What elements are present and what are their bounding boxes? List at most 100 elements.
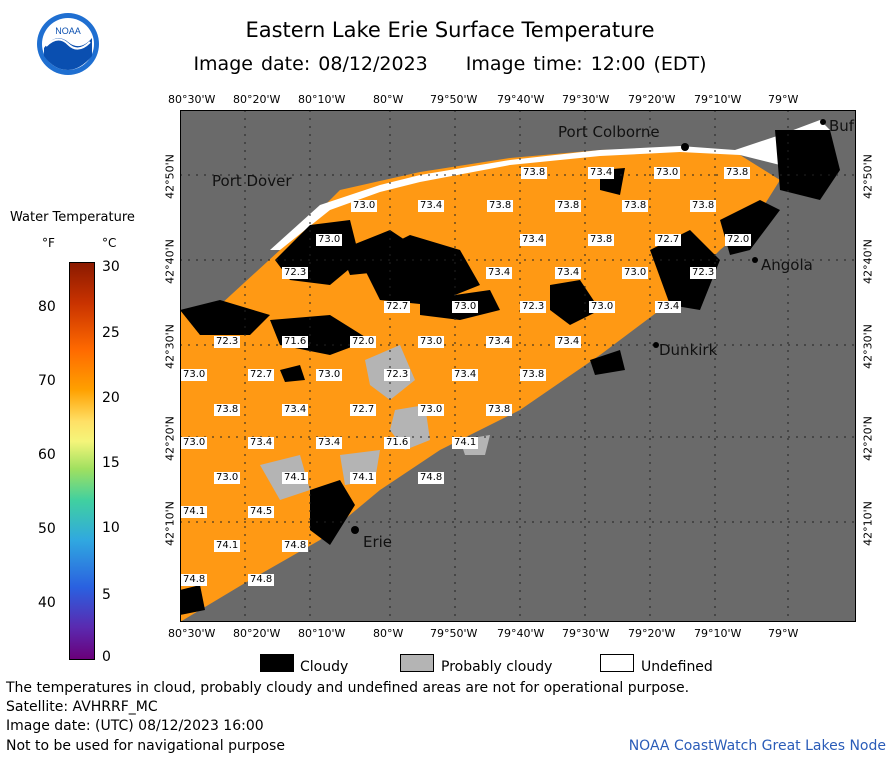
temp-label: 73.8 (521, 167, 548, 179)
temp-label: 73.0 (181, 369, 208, 381)
temp-label: 72.0 (725, 234, 752, 246)
temp-label: 74.8 (418, 472, 445, 484)
footer-note: The temperatures in cloud, probably clou… (6, 680, 690, 696)
f-tick: 50 (38, 521, 56, 537)
temp-label: 72.7 (248, 369, 275, 381)
lon-label: 79°W (768, 93, 799, 106)
temp-label: 73.0 (418, 336, 445, 348)
image-date-time: Image date: 08/12/2023 Image time: 12:00 … (150, 53, 750, 75)
c-tick: 25 (102, 325, 120, 341)
temp-label: 72.3 (384, 369, 411, 381)
footer-utc-date: Image date: (UTC) 08/12/2023 16:00 (6, 718, 264, 734)
city-label-port-dover: Port Dover (212, 172, 292, 190)
temp-label: 73.8 (724, 167, 751, 179)
lon-label: 80°30'W (168, 627, 216, 640)
temp-label: 73.0 (452, 301, 479, 313)
temp-label: 73.8 (588, 234, 615, 246)
temp-label: 72.3 (520, 301, 547, 313)
city-label-buffalo: Buf (829, 117, 855, 135)
temp-label: 74.5 (248, 506, 275, 518)
f-tick: 70 (38, 373, 56, 389)
lat-label: 42°30'N (861, 324, 875, 369)
footer-credit: NOAA CoastWatch Great Lakes Node (628, 738, 886, 754)
unit-fahrenheit: °F (42, 236, 55, 250)
colorbar-title: Water Temperature (10, 210, 135, 225)
temp-label: 74.1 (452, 437, 479, 449)
temp-label: 73.4 (418, 200, 445, 212)
lon-label: 79°40'W (497, 93, 545, 106)
temp-label: 74.1 (350, 472, 377, 484)
legend-label-undefined: Undefined (641, 659, 713, 675)
city-label-dunkirk: Dunkirk (659, 341, 718, 359)
temp-label: 72.7 (350, 404, 377, 416)
temp-label: 73.0 (622, 267, 649, 279)
map-title: Eastern Lake Erie Surface Temperature (245, 18, 655, 42)
colorbar (69, 262, 95, 660)
lon-label: 80°10'W (298, 93, 346, 106)
temp-label: 73.4 (248, 437, 275, 449)
footer-satellite: Satellite: AVHRRF_MC (6, 699, 158, 715)
lake-map (180, 110, 856, 622)
f-tick: 40 (38, 595, 56, 611)
lat-label: 42°10'N (163, 501, 177, 546)
legend-label-probably-cloudy: Probably cloudy (441, 659, 553, 675)
lon-label: 80°20'W (233, 93, 281, 106)
legend-label-cloudy: Cloudy (300, 659, 349, 675)
lon-label: 80°W (373, 627, 404, 640)
lat-label: 42°30'N (163, 324, 177, 369)
lat-label: 42°50'N (163, 154, 177, 199)
c-tick: 10 (102, 520, 120, 536)
city-label-angola: Angola (761, 256, 813, 274)
city-markers (351, 119, 826, 534)
temp-label: 73.0 (214, 472, 241, 484)
temp-label: 71.6 (384, 437, 411, 449)
temp-label: 73.4 (555, 336, 582, 348)
temp-label: 72.3 (214, 336, 241, 348)
temp-label: 73.4 (316, 437, 343, 449)
temp-label: 73.4 (588, 167, 615, 179)
temp-label: 73.4 (655, 301, 682, 313)
temp-label: 74.8 (181, 574, 208, 586)
lon-label: 79°20'W (628, 627, 676, 640)
temp-label: 73.8 (520, 369, 547, 381)
temp-label: 73.8 (487, 200, 514, 212)
temp-label: 72.3 (690, 267, 717, 279)
temp-label: 73.8 (622, 200, 649, 212)
lon-label: 79°W (768, 627, 799, 640)
temp-label: 74.1 (181, 506, 208, 518)
lon-label: 79°10'W (694, 627, 742, 640)
c-tick: 15 (102, 455, 120, 471)
north-shore-white (270, 120, 830, 250)
lat-label: 42°40'N (163, 239, 177, 284)
temp-label: 71.6 (282, 336, 309, 348)
f-tick: 80 (38, 299, 56, 315)
lat-label: 42°40'N (861, 239, 875, 284)
footer-nav-warning: Not to be used for navigational purpose (6, 738, 285, 754)
lon-label: 79°40'W (497, 627, 545, 640)
lon-label: 79°50'W (430, 93, 478, 106)
graticule (180, 110, 856, 622)
lon-label: 79°30'W (562, 93, 610, 106)
lat-label: 42°10'N (861, 501, 875, 546)
lat-label: 42°50'N (861, 154, 875, 199)
temp-label: 73.4 (555, 267, 582, 279)
f-tick: 60 (38, 447, 56, 463)
temp-label: 74.8 (282, 540, 309, 552)
temp-label: 73.4 (452, 369, 479, 381)
temp-label: 74.1 (282, 472, 309, 484)
temp-label: 72.7 (655, 234, 682, 246)
lat-label: 42°20'N (861, 416, 875, 461)
temp-label: 73.8 (555, 200, 582, 212)
lon-label: 80°W (373, 93, 404, 106)
c-tick: 20 (102, 390, 120, 406)
city-label-port-colborne: Port Colborne (558, 123, 660, 141)
lon-label: 80°30'W (168, 93, 216, 106)
temp-label: 72.7 (384, 301, 411, 313)
map-frame (180, 110, 856, 622)
legend-swatch-cloudy (260, 654, 294, 672)
noaa-logo: NOAA (36, 12, 100, 76)
temp-label: 73.4 (520, 234, 547, 246)
temp-label: 73.0 (181, 437, 208, 449)
lon-label: 79°20'W (628, 93, 676, 106)
lon-label: 79°30'W (562, 627, 610, 640)
